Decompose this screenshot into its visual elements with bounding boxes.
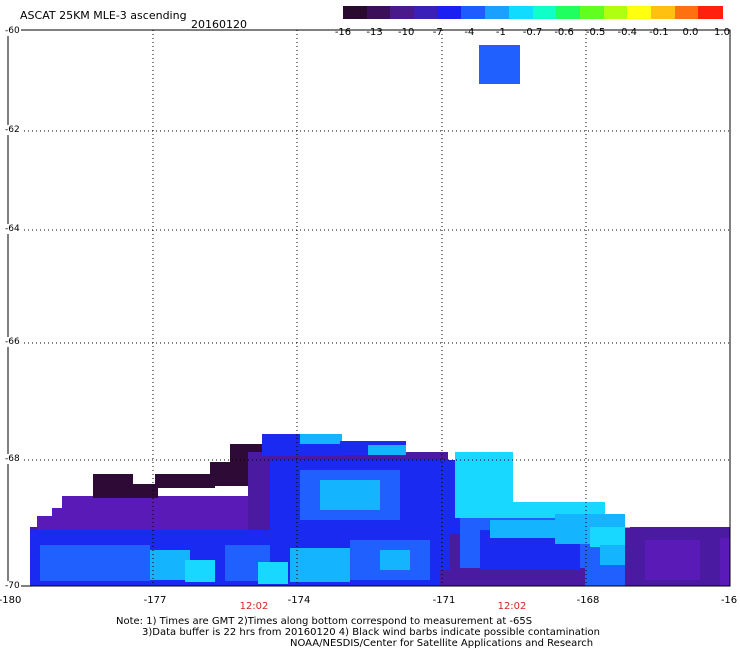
colorbar-tick-label: -0.1 <box>649 27 669 38</box>
y-label-62: -62 <box>4 125 21 135</box>
swath-cell <box>590 527 630 547</box>
swath-cell <box>37 516 287 530</box>
y-label-70: -70 <box>4 581 21 591</box>
time-label-2: 12:02 <box>497 601 527 612</box>
colorbar-swatch <box>414 6 439 19</box>
x-label-180: -180 <box>0 595 22 606</box>
swath-cell <box>258 562 288 584</box>
colorbar-swatch <box>508 6 534 19</box>
swath-cell <box>479 45 520 84</box>
colorbar-swatch <box>579 6 605 19</box>
colorbar-swatch <box>343 6 368 19</box>
y-label-64: -64 <box>4 224 21 234</box>
swath-cell <box>320 480 380 510</box>
data-swath <box>30 45 730 586</box>
swath-cell <box>300 434 342 444</box>
colorbar-swatch <box>366 6 391 19</box>
colorbar-tick-label: -16 <box>334 27 352 38</box>
swath-cell <box>185 560 215 582</box>
colorbar-tick-label: -4 <box>464 27 475 38</box>
colorbar-tick-label: -1 <box>495 27 506 38</box>
colorbar-tick-label: -0.7 <box>522 27 543 38</box>
colorbar-swatch <box>674 6 699 19</box>
colorbar-tick-label: -10 <box>397 27 415 38</box>
map-date: 20160120 <box>191 18 247 31</box>
colorbar-swatch <box>627 6 652 19</box>
colorbar-swatch <box>556 6 581 19</box>
colorbar-tick-label: -7 <box>432 27 443 38</box>
x-label-177: -177 <box>143 595 167 606</box>
swath-cell <box>440 570 560 586</box>
colorbar-swatch <box>437 6 463 19</box>
x-label-174: -174 <box>287 595 311 606</box>
note-line-1: Note: 1) Times are GMT 2)Times along bot… <box>116 616 533 627</box>
swath-cell <box>93 474 133 498</box>
swath-cell <box>128 484 158 498</box>
colorbar-tick-label: -0.5 <box>585 27 606 38</box>
colorbar-tick-label: -13 <box>366 27 383 38</box>
colorbar-swatch <box>485 6 510 19</box>
colorbar-tick-label: 1.0 <box>714 27 730 38</box>
swath-cell <box>52 508 292 518</box>
x-label-16: -16 <box>720 595 738 606</box>
y-label-60: -60 <box>4 26 21 36</box>
colorbar-swatch <box>698 6 723 19</box>
swath-cell <box>155 474 215 488</box>
swath-cell <box>380 550 410 570</box>
colorbar-tick-label: -0.6 <box>554 27 574 38</box>
swath-cell <box>290 548 350 582</box>
swath-cell <box>720 538 730 586</box>
credit-line: NOAA/NESDIS/Center for Satellite Applica… <box>290 638 594 649</box>
swath-cell <box>62 496 292 510</box>
map-grid <box>8 30 730 586</box>
colorbar-swatch <box>532 6 557 19</box>
swath-cell <box>455 452 513 504</box>
swath-cell <box>645 540 700 580</box>
colorbar-tick-label: 0.0 <box>682 27 699 38</box>
colorbar <box>343 6 723 19</box>
map-frame <box>7 29 731 587</box>
x-label-168: -168 <box>576 595 600 606</box>
y-label-66: -66 <box>4 337 21 347</box>
colorbar-swatch <box>603 6 628 19</box>
colorbar-swatch <box>461 6 486 19</box>
colorbar-tick-label: -0.4 <box>617 27 638 38</box>
x-label-171: -171 <box>432 595 456 606</box>
map-title: ASCAT 25KM MLE-3 ascending <box>20 9 187 22</box>
note-line-2: 3)Data buffer is 22 hrs from 20160120 4)… <box>142 627 600 638</box>
swath-cell <box>40 545 150 581</box>
swath-cell <box>585 565 625 586</box>
colorbar-swatch <box>650 6 676 19</box>
swath-cell <box>490 520 570 538</box>
y-label-68: -68 <box>4 454 21 464</box>
colorbar-swatch <box>390 6 415 19</box>
swath-cell <box>368 445 406 455</box>
time-label-1: 12:02 <box>239 601 269 612</box>
swath-cell <box>150 550 190 580</box>
